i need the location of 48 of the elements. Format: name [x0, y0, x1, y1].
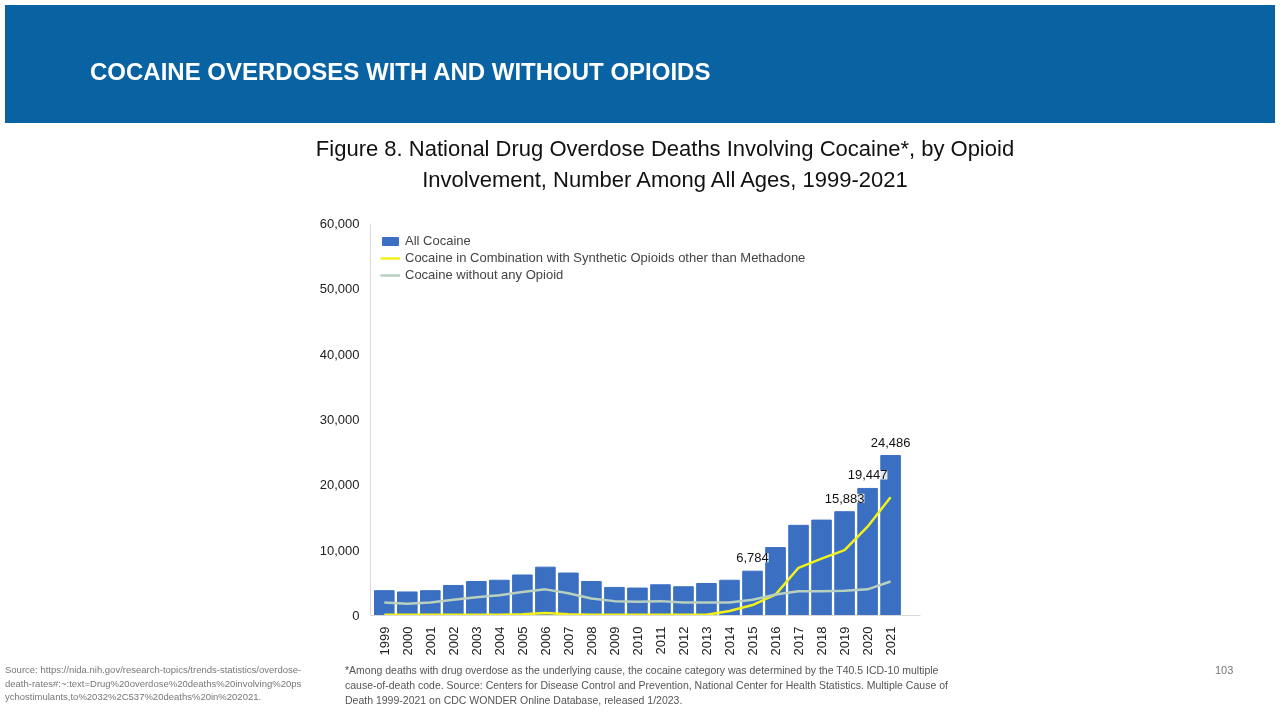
- text: *Among deaths with drug overdose as the underlying cause, the cocaine category was determined by the T40.5 ICD-10 multiple cause-of-death code. Source: Centers for Disease Control and Prevention, National Center for Health Statistics. Multiple Cause of Death 1999-2021 on CDC WONDER Online Database, released 1/2023.: [345, 663, 949, 708]
- chart-title: COCAINE OVERDOSES WITH AND WITHOUT OPIOIDS: [90, 57, 711, 87]
- x-tick-label: 2021: [883, 626, 899, 656]
- y-tick-label: 10,000: [319, 542, 360, 558]
- x-tick-label: 2010: [629, 626, 645, 656]
- x-tick-label: 2011: [652, 626, 668, 655]
- x-tick-label: 2019: [837, 626, 853, 656]
- data-label: 15,883: [824, 490, 865, 506]
- y-tick-label: 0: [352, 608, 360, 623]
- bar: [834, 511, 855, 616]
- source-note: Source: https://nida.nih.gov/research-topics/trends-statistics/overdose-death-rates#:~:text=Drug%20overdose%20deaths%20involving%20psychostimulants,to%2032%2C537%20deaths%20in%202021.: [5, 663, 303, 704]
- x-tick-label: 2013: [698, 626, 714, 656]
- x-tick-label: 2016: [768, 626, 784, 656]
- x-tick-label: 2014: [722, 626, 737, 656]
- x-tick-label: 2007: [560, 626, 576, 656]
- x-tick-label: 2000: [399, 626, 415, 656]
- text: 103: [1215, 663, 1234, 678]
- x-tick-label: 2005: [514, 626, 530, 656]
- bar: [788, 524, 809, 616]
- y-tick-label: 40,000: [319, 346, 360, 362]
- x-tick-label: 1999: [376, 626, 392, 656]
- y-tick-label: 60,000: [319, 216, 360, 231]
- legend-label: Cocaine in Combination with Synthetic Opioids other than Methadone: [405, 250, 806, 265]
- x-tick-label: 2020: [860, 626, 876, 656]
- legend-label: Cocaine without any Opioid: [405, 267, 564, 282]
- x-tick-label: 2012: [675, 626, 691, 656]
- x-tick-label: 2003: [468, 626, 484, 656]
- line-series: [383, 496, 892, 616]
- x-tick-label: 2004: [491, 626, 507, 656]
- x-tick-label: 2001: [422, 626, 438, 656]
- bar: [374, 590, 395, 616]
- y-tick-label: 50,000: [319, 281, 360, 297]
- x-tick-label: 2018: [814, 626, 830, 656]
- y-tick-label: 20,000: [319, 477, 360, 493]
- y-tick-label: 30,000: [319, 412, 360, 427]
- data-label: 6,784: [736, 550, 769, 566]
- x-tick-label: 2008: [583, 626, 599, 656]
- data-label: 19,447: [847, 467, 888, 483]
- x-tick-label: 2017: [791, 626, 807, 656]
- chart-subtitle: Figure 8. National Drug Overdose Deaths Involving Cocaine*, by Opioid Involvement, Number Among All Ages, 1999-2021: [314, 135, 1016, 195]
- x-tick-label: 2002: [445, 626, 461, 656]
- line-series: [383, 580, 892, 605]
- x-tick-label: 2015: [745, 626, 761, 656]
- legend-label: All Cocaine: [405, 233, 471, 248]
- x-tick-label: 2009: [606, 626, 622, 656]
- bar: [811, 519, 832, 616]
- x-tick-label: 2006: [537, 626, 553, 656]
- data-label: 24,486: [870, 434, 911, 450]
